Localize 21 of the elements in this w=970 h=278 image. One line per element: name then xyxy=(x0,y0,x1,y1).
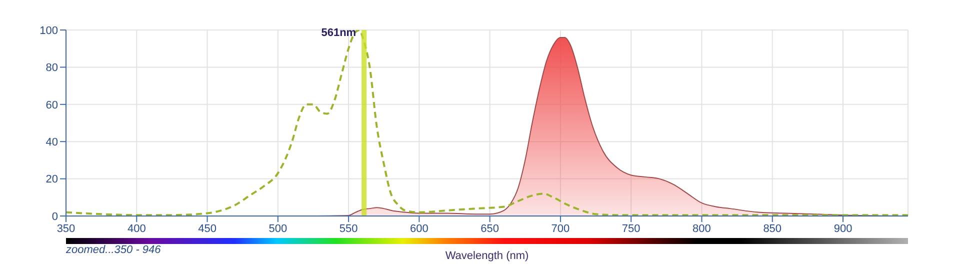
x-tick-label: 800 xyxy=(692,222,711,235)
x-tick-label: 400 xyxy=(127,222,146,235)
x-tick-label: 350 xyxy=(56,222,76,235)
y-tick-label: 100 xyxy=(40,24,58,37)
y-tick-label: 60 xyxy=(46,99,58,112)
x-tick-label: 650 xyxy=(480,222,500,235)
x-tick-label: 600 xyxy=(410,222,428,235)
x-tick-label: 700 xyxy=(551,222,570,235)
y-tick-label: 20 xyxy=(46,174,58,186)
x-tick-label: 450 xyxy=(198,222,216,235)
y-tick-label: 0 xyxy=(52,210,58,223)
x-tick-label: 500 xyxy=(268,222,288,235)
ref-line-label: 561nm xyxy=(321,26,356,39)
y-tick-label: 40 xyxy=(46,136,58,149)
x-tick-label: 900 xyxy=(834,222,852,235)
text: zoomed...350 - 946 xyxy=(66,244,161,256)
x-axis-title: Wavelength (nm) xyxy=(444,249,530,262)
x-tick-label: 550 xyxy=(339,222,358,235)
x-tick-label: 750 xyxy=(622,222,640,235)
y-tick-label: 80 xyxy=(46,62,58,74)
x-tick-label: 850 xyxy=(763,222,782,235)
